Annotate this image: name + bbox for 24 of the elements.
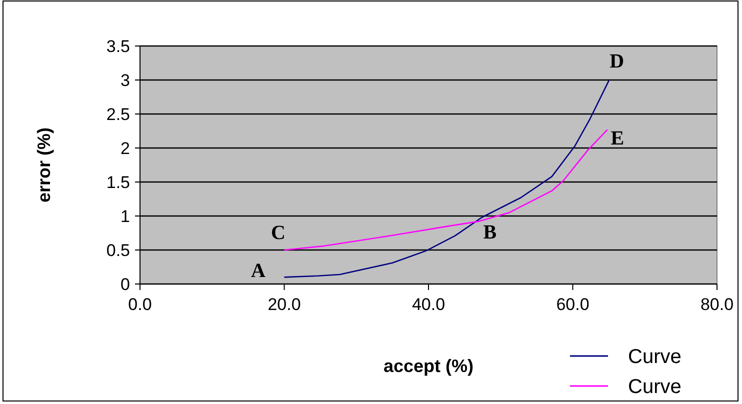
y-tick-label: 3.5 (106, 37, 130, 56)
x-tick-label: 80.0 (700, 295, 734, 314)
x-axis-title: accept (%) (383, 356, 474, 376)
x-tick-label: 20.0 (268, 295, 301, 314)
y-tick-label: 2.5 (106, 105, 130, 124)
annotation: D (610, 50, 624, 73)
y-axis-title: error (%) (34, 127, 54, 203)
x-tick-label: 60.0 (556, 295, 590, 314)
line-series (284, 80, 610, 278)
legend-label: Curve (628, 346, 682, 368)
y-tick-label: 1 (120, 207, 130, 226)
line-series (284, 128, 608, 251)
y-tick-label: 0.5 (106, 241, 130, 260)
y-tick-label: 3 (120, 71, 130, 90)
annotation: C (271, 222, 286, 244)
annotation: B (483, 221, 497, 244)
y-tick-label: 1.5 (106, 173, 130, 192)
y-tick-label: 2 (120, 139, 130, 158)
x-tick-label: 40.0 (412, 295, 446, 314)
annotation: E (610, 128, 624, 150)
legend-label: Curve (628, 376, 682, 398)
x-tick-label: 0.0 (128, 295, 152, 314)
y-tick-label: 0 (120, 275, 130, 294)
annotation: A (251, 260, 266, 282)
